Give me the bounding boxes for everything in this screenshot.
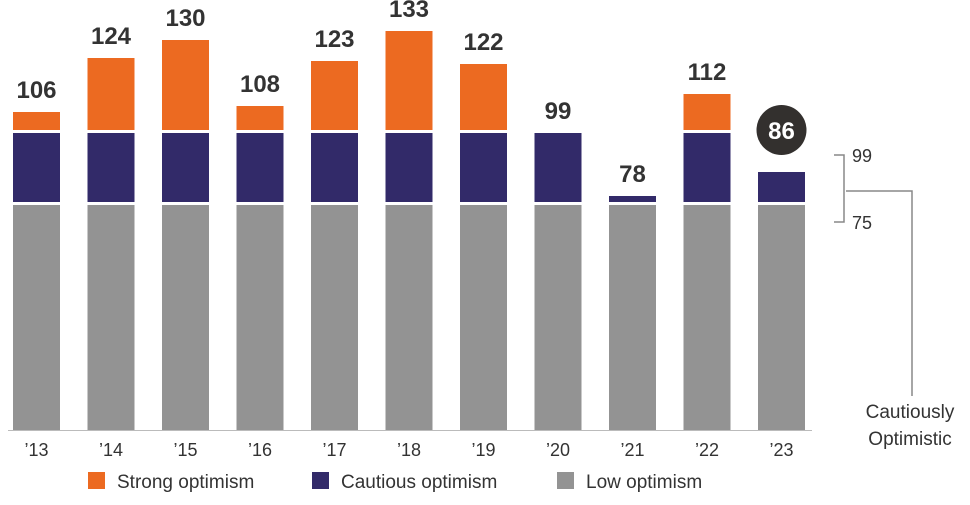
highlight-total-circle bbox=[756, 105, 807, 155]
legend-swatch-strong-optimism bbox=[88, 472, 105, 489]
x-tick-14: ’14 bbox=[99, 440, 123, 460]
bar-cautious-optimism-20 bbox=[534, 133, 582, 202]
bar-cautious-optimism-19 bbox=[460, 133, 507, 202]
bar-strong-optimism-22 bbox=[683, 94, 731, 130]
bar-cautious-optimism-21 bbox=[609, 196, 656, 202]
bar-cautious-optimism-14 bbox=[87, 133, 135, 202]
x-tick-19: ’19 bbox=[471, 440, 495, 460]
x-tick-22: ’22 bbox=[695, 440, 719, 460]
bar-cautious-optimism-13 bbox=[13, 133, 60, 202]
cautious-range-bracket: 99 75 Cautiously Optimistic bbox=[834, 146, 955, 450]
bar-cautious-optimism-23 bbox=[758, 172, 805, 202]
bar-strong-optimism-18 bbox=[385, 31, 433, 130]
total-label-15: 130 bbox=[165, 5, 205, 32]
bar-low-optimism-21 bbox=[609, 205, 656, 430]
annotation-line-2: Optimistic bbox=[868, 429, 951, 450]
legend-swatch-cautious-optimism bbox=[312, 472, 329, 489]
bar-cautious-optimism-17 bbox=[311, 133, 358, 202]
bars-group bbox=[13, 31, 805, 430]
x-tick-23: ’23 bbox=[769, 440, 793, 460]
x-tick-labels-group: ’13 ’14 ’15 ’16 ’17 ’18 ’19 ’20 ’21 ’22 ’23 bbox=[24, 440, 793, 460]
total-label-20: 99 bbox=[545, 98, 572, 125]
total-label-23: 86 bbox=[768, 118, 795, 145]
x-tick-13: ’13 bbox=[24, 440, 48, 460]
bracket-upper-label: 99 bbox=[852, 146, 872, 166]
total-label-17: 123 bbox=[314, 26, 354, 53]
legend-label-low-optimism: Low optimism bbox=[586, 472, 702, 493]
bar-low-optimism-14 bbox=[87, 205, 135, 430]
bar-low-optimism-19 bbox=[460, 205, 507, 430]
bar-low-optimism-16 bbox=[236, 205, 284, 430]
bar-low-optimism-17 bbox=[311, 205, 358, 430]
bar-strong-optimism-13 bbox=[13, 112, 60, 130]
bar-strong-optimism-17 bbox=[311, 61, 358, 130]
bar-strong-optimism-14 bbox=[87, 58, 135, 130]
bracket-connector-line bbox=[846, 190, 913, 396]
bar-strong-optimism-15 bbox=[162, 40, 209, 130]
legend: Strong optimism Cautious optimism Low opti… bbox=[88, 472, 702, 493]
total-label-22: 112 bbox=[688, 59, 727, 86]
x-tick-16: ’16 bbox=[248, 440, 272, 460]
total-label-18: 133 bbox=[389, 0, 429, 23]
bar-low-optimism-18 bbox=[385, 205, 433, 430]
bar-cautious-optimism-15 bbox=[162, 133, 209, 202]
bar-cautious-optimism-22 bbox=[683, 133, 731, 202]
x-tick-21: ’21 bbox=[620, 440, 644, 460]
legend-label-cautious-optimism: Cautious optimism bbox=[341, 472, 497, 493]
bar-low-optimism-20 bbox=[534, 205, 582, 430]
total-label-13: 106 bbox=[16, 77, 56, 104]
bar-low-optimism-23 bbox=[758, 205, 805, 430]
bracket-lower-label: 75 bbox=[852, 213, 872, 233]
x-tick-20: ’20 bbox=[546, 440, 570, 460]
total-label-16: 108 bbox=[240, 71, 280, 98]
bar-low-optimism-15 bbox=[162, 205, 209, 430]
total-label-14: 124 bbox=[91, 23, 132, 50]
bar-low-optimism-13 bbox=[13, 205, 60, 430]
total-label-21: 78 bbox=[619, 161, 646, 188]
bar-strong-optimism-19 bbox=[460, 64, 507, 130]
annotation-line-1: Cautiously bbox=[866, 402, 955, 423]
bar-cautious-optimism-16 bbox=[236, 133, 284, 202]
total-label-19: 122 bbox=[463, 29, 503, 56]
legend-swatch-low-optimism bbox=[557, 472, 574, 489]
bracket-line bbox=[834, 154, 845, 223]
x-tick-18: ’18 bbox=[397, 440, 421, 460]
bar-strong-optimism-16 bbox=[236, 106, 284, 130]
legend-label-strong-optimism: Strong optimism bbox=[117, 472, 254, 493]
bar-cautious-optimism-18 bbox=[385, 133, 433, 202]
x-tick-15: ’15 bbox=[173, 440, 197, 460]
bar-low-optimism-22 bbox=[683, 205, 731, 430]
value-labels-group: 106 124 130 108 123 133 122 99 78 112 86 bbox=[16, 0, 807, 188]
x-tick-17: ’17 bbox=[322, 440, 346, 460]
